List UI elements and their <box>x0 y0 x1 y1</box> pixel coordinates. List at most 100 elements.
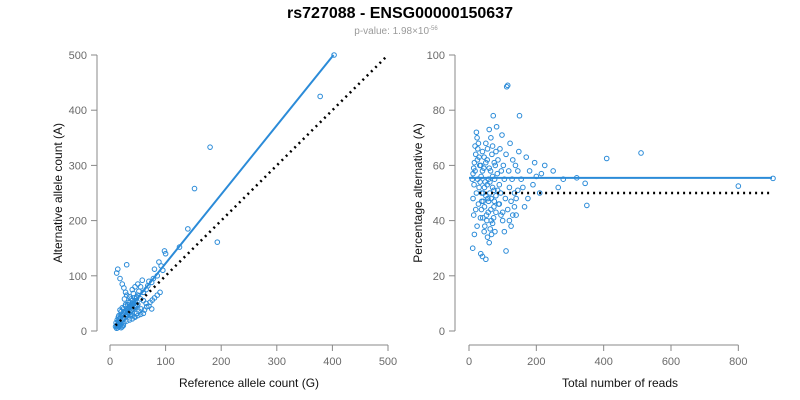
left-data-point <box>123 261 130 268</box>
right-data-point <box>487 179 493 185</box>
right-y-tick-label: 80 <box>433 105 445 117</box>
right-data-point <box>486 126 493 133</box>
left-data-point <box>138 306 144 312</box>
right-data-point <box>494 170 501 177</box>
right-data-point <box>473 190 480 196</box>
left-data-point <box>331 52 337 58</box>
right-data-point <box>531 159 538 166</box>
right-data-point <box>503 83 510 90</box>
right-data-point <box>489 184 496 191</box>
right-data-point <box>489 143 496 149</box>
left-data-point <box>137 284 144 290</box>
right-data-point <box>479 253 486 260</box>
right-data-point <box>541 162 548 169</box>
left-data-point <box>207 144 213 150</box>
right-data-point <box>525 195 531 202</box>
right-data-point <box>516 112 523 119</box>
right-data-point <box>470 212 477 218</box>
right-data-point <box>526 168 533 174</box>
right-y-tick-label: 20 <box>433 271 445 283</box>
right-data-point <box>509 157 516 163</box>
right-data-point <box>511 204 518 210</box>
right-data-point <box>498 212 504 218</box>
right-data-point <box>481 228 487 235</box>
right-data-point <box>478 206 485 213</box>
left-data-point <box>121 285 127 291</box>
right-data-point <box>484 217 490 224</box>
left-data-point <box>157 289 163 296</box>
right-data-point <box>479 168 486 174</box>
right-data-point <box>474 157 481 163</box>
right-data-point <box>501 228 508 235</box>
left-data-point <box>162 250 169 257</box>
right-data-point <box>474 146 481 152</box>
left-x-tick-label: 500 <box>379 356 397 368</box>
right-data-point <box>508 223 514 229</box>
left-data-point <box>161 248 168 254</box>
right-data-point <box>477 162 484 169</box>
left-data-point <box>120 322 127 329</box>
right-data-point <box>486 239 493 246</box>
right-x-tick-label: 400 <box>594 356 612 368</box>
right-data-point <box>491 187 497 194</box>
right-data-point <box>483 256 489 263</box>
right-data-point <box>512 162 519 169</box>
left-data-point <box>154 292 161 298</box>
right-data-point <box>482 223 488 229</box>
left-data-point <box>140 310 147 317</box>
right-data-point <box>503 151 509 158</box>
right-data-point <box>555 184 562 191</box>
left-data-point <box>139 277 146 284</box>
right-data-point <box>496 201 503 207</box>
left-data-point <box>151 266 158 272</box>
right-data-point <box>474 223 480 229</box>
left-x-tick-label: 400 <box>323 356 341 368</box>
right-data-point <box>507 140 513 147</box>
right-y-axis-label: Percentage alternative (A) <box>411 123 425 262</box>
right-data-point <box>488 206 494 213</box>
left-axes: 0 100 200 300 400 500 0 100 200 300 400 500 <box>69 50 398 368</box>
right-data-point <box>483 212 490 218</box>
right-data-point <box>550 168 556 174</box>
right-data-point <box>521 204 528 210</box>
right-data-point <box>538 170 545 177</box>
figure-title: rs727088 - ENSG00000150637 <box>287 5 513 22</box>
right-data-point <box>520 184 526 191</box>
left-data-point <box>113 270 120 276</box>
left-data-point <box>156 259 162 265</box>
figure-subtitle: p-value: 1.98×10-56 <box>354 26 438 37</box>
right-data-point <box>491 198 498 205</box>
left-data-point <box>135 281 141 287</box>
left-fit-line <box>114 54 335 327</box>
right-data-point <box>493 148 499 155</box>
right-data-point <box>485 198 492 205</box>
right-data-point <box>582 180 588 187</box>
left-y-tick-label: 100 <box>69 271 87 283</box>
right-data-point <box>490 112 497 119</box>
left-data-point <box>148 306 155 312</box>
right-y-tick-label: 60 <box>433 160 445 172</box>
left-data-point <box>126 293 133 300</box>
right-data-point <box>495 157 501 163</box>
right-panel: 0 20 40 60 80 100 0 200 400 600 800 Total number o… <box>411 50 776 390</box>
right-data-point <box>515 187 521 194</box>
right-data-point <box>500 162 507 169</box>
right-data-point <box>469 245 476 251</box>
p-value-exponent: -56 <box>429 26 438 32</box>
p-value-text: p-value: 1.98×10 <box>354 26 429 37</box>
right-data-point <box>493 123 500 130</box>
left-data-point <box>132 314 138 321</box>
left-y-tick-label: 400 <box>69 105 87 117</box>
left-data-point <box>137 311 144 318</box>
right-data-point <box>493 209 499 216</box>
left-data-point <box>143 303 150 310</box>
left-data-point <box>317 93 323 100</box>
right-data-point <box>481 154 487 160</box>
right-data-point <box>492 228 498 235</box>
right-data-point <box>505 168 512 174</box>
right-data-point <box>491 204 497 210</box>
right-y-tick-label: 0 <box>439 326 445 338</box>
right-data-point <box>487 168 494 174</box>
left-data-point <box>121 296 128 302</box>
right-data-point <box>472 151 479 158</box>
